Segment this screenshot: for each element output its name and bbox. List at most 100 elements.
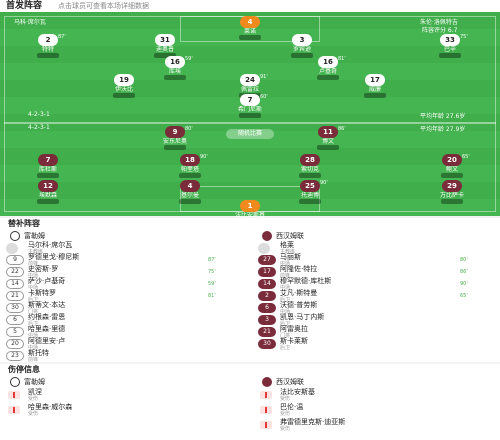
substitute-row[interactable]: 2 艾凡·斯特曼 后卫 65': [252, 290, 500, 303]
sub-event: 59': [208, 281, 216, 287]
injury-row[interactable]: 凯涅 受伤: [0, 388, 250, 402]
player-name: 迪奥普: [155, 46, 174, 53]
player-home[interactable]: 19 伊沃比: [94, 74, 154, 98]
sub-name: 艾凡·斯特曼: [280, 289, 318, 297]
substitute-row[interactable]: 22 史密斯·罗 中场 75': [0, 266, 250, 279]
sub-position: 中场: [28, 345, 39, 351]
player-away[interactable]: 4 基尔曼: [160, 180, 220, 204]
player-rating-bar: [179, 173, 201, 178]
player-name: 万比萨卡: [439, 192, 464, 199]
sub-position: 中场: [28, 333, 39, 339]
player-name: 基尔曼: [180, 192, 199, 199]
sub-position: 门将: [280, 333, 291, 339]
player-home[interactable]: 16 卢基奇 81': [298, 56, 358, 80]
player-away[interactable]: 9 安东尼奥 80': [145, 126, 205, 150]
sub-event: 75': [208, 269, 216, 275]
substitute-row[interactable]: 14 萨沙·卢基奇 中场 59': [0, 278, 250, 291]
injury-row[interactable]: 弗雷德里克斯·迪亚斯 受伤: [252, 418, 500, 432]
sub-event: 86': [460, 269, 468, 275]
injury-name: 哈里森·威尔森: [28, 403, 73, 411]
player-away[interactable]: 7 库杜斯: [18, 154, 78, 178]
substitute-row[interactable]: 21 卡斯特罗 后卫 81': [0, 290, 250, 303]
player-away[interactable]: 28 索切克: [280, 154, 340, 178]
player-home[interactable]: 2 特特 87': [18, 34, 78, 58]
substitute-row[interactable]: 20 阿德里安·卢 中场: [0, 338, 250, 351]
player-away[interactable]: 29 万比萨卡: [422, 180, 482, 204]
header-subtitle: 点击球员可查看本场详细数据: [58, 2, 149, 10]
player-number: 2: [38, 34, 58, 46]
lineup-header: 首发阵容 点击球员可查看本场详细数据: [0, 0, 500, 12]
substitute-row[interactable]: 17 阿隆佐·特拉 前锋 86': [252, 266, 500, 279]
substitute-row[interactable]: 马尔科·席尔瓦 主教练: [0, 242, 250, 255]
sub-name: 马丽斯: [280, 253, 301, 261]
player-number: 7: [38, 154, 58, 166]
subs-away-team: 西汉姆联: [262, 231, 304, 241]
player-home[interactable]: 17 威廉: [345, 74, 405, 98]
sub-position: 中场: [28, 273, 39, 279]
substitute-row[interactable]: 21 阿雷奥拉 门将: [252, 326, 500, 339]
player-rating-bar: [441, 199, 463, 204]
player-home[interactable]: 3 罗宾逊: [272, 34, 332, 58]
substitute-row[interactable]: 格莱 主教练: [252, 242, 500, 255]
player-home[interactable]: 7 希门尼斯 60': [220, 94, 280, 118]
sub-name: 罗德里戈·穆尼斯: [28, 253, 80, 261]
sub-name: 沃德·普劳斯: [280, 301, 318, 309]
sub-position: 门将: [28, 309, 39, 315]
player-name: 博文: [321, 138, 334, 145]
substitute-row[interactable]: 6 约根森·雷恩 后卫: [0, 314, 250, 327]
player-event: 80': [185, 126, 193, 132]
sub-position: 中场: [280, 309, 291, 315]
lineup-rating-note: 阵容评分 6.7: [422, 27, 458, 34]
sub-name: 斯蒂文·本达: [28, 301, 66, 309]
sub-position: 主教练: [28, 249, 44, 255]
injury-status: 受伤: [280, 396, 291, 402]
injury-status: 受伤: [28, 411, 39, 417]
player-away[interactable]: 20 鲍文 65': [422, 154, 482, 178]
player-home[interactable]: 16 库埃 59': [145, 56, 205, 80]
player-away[interactable]: 18 帕奎塔 90': [160, 154, 220, 178]
player-number: 9: [165, 126, 185, 138]
sub-position: 后卫: [280, 297, 291, 303]
player-away[interactable]: 11 博文 86': [298, 126, 358, 150]
player-event: 90': [200, 154, 208, 160]
sub-event: 90': [460, 281, 468, 287]
player-number: 18: [180, 154, 200, 166]
substitute-row[interactable]: 3 凯恩·马丁内斯 后卫: [252, 314, 500, 327]
player-home[interactable]: 31 迪奥普: [135, 34, 195, 58]
sub-name: 斯卡莱斯: [280, 337, 308, 345]
substitute-row[interactable]: 27 马丽斯 中场 80': [252, 254, 500, 267]
substitute-row[interactable]: 5 哈里森·里德 中场: [0, 326, 250, 339]
player-home[interactable]: 33 巴辛 75': [420, 34, 480, 58]
player-name: 威廉: [368, 86, 381, 93]
substitute-row[interactable]: 30 斯蒂文·本达 门将: [0, 302, 250, 315]
substitute-row[interactable]: 6 沃德·普劳斯 中场: [252, 302, 500, 315]
substitute-row[interactable]: 23 斯托特 前锋: [0, 350, 250, 363]
player-name: 佩雷拉: [240, 86, 259, 93]
injury-row[interactable]: 巴伦·温 受伤: [252, 403, 500, 417]
sub-number: 30: [258, 339, 276, 349]
player-name: 安东尼奥: [162, 138, 187, 145]
injuries-section: 伤停信息 富勒姆 西汉姆联 凯涅 受伤 哈里森·威尔森 受伤 法比安斯基 受伤 巴伦·温受…: [0, 364, 500, 440]
injury-icon: [8, 406, 20, 414]
player-gk[interactable]: 4 莱诺: [220, 16, 280, 40]
player-name: 巴辛: [443, 46, 456, 53]
player-away[interactable]: 12 埃默森: [18, 180, 78, 204]
subs-home-team: 富勒姆: [10, 231, 45, 241]
player-rating-bar: [317, 145, 339, 150]
coach-avatar: [258, 243, 270, 254]
sub-number: 9: [6, 255, 24, 265]
injury-row[interactable]: 法比安斯基 受伤: [252, 388, 500, 402]
sub-number: 14: [258, 279, 276, 289]
substitute-row[interactable]: 9 罗德里戈·穆尼斯 前锋 87': [0, 254, 250, 267]
player-event: 75': [460, 34, 468, 40]
player-number: 16: [165, 56, 185, 68]
substitute-row[interactable]: 14 穆罕默德·库杜斯 中场 90': [252, 278, 500, 291]
sub-position: 前锋: [28, 357, 39, 363]
sub-position: 前锋: [280, 273, 291, 279]
injury-row[interactable]: 哈里森·威尔森 受伤: [0, 403, 250, 417]
subs-away-team-name: 西汉姆联: [276, 232, 304, 240]
player-event: 90': [320, 180, 328, 186]
player-number: 20: [442, 154, 462, 166]
player-away[interactable]: 25 托迪博 90': [280, 180, 340, 204]
substitute-row[interactable]: 30 斯卡莱斯 后卫: [252, 338, 500, 351]
